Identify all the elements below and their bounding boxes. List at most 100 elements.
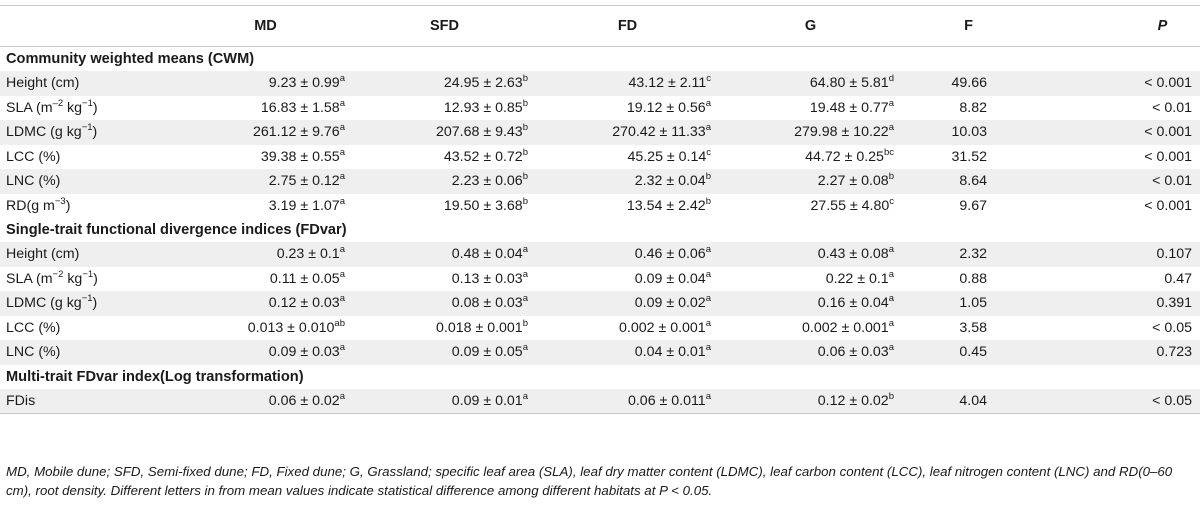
cell-value: 0.12 ± 0.02 (817, 392, 889, 409)
row-label-label-sup2: −1 (82, 97, 93, 109)
cell-p: < 0.01 (1035, 169, 1200, 194)
cell-value: 2.32 (959, 246, 987, 263)
row-label-label-sup: −1 (81, 293, 93, 305)
significance-letter: b (705, 195, 711, 207)
cell-md: 0.11 ± 0.05a (178, 267, 353, 292)
cell-value: 0.04 ± 0.01 (634, 344, 706, 361)
cell-value: 19.48 ± 0.77 (809, 99, 889, 116)
results-table: MD SFD FD G F P Community weighted means… (0, 5, 1200, 414)
row-label-label: SLA (m (6, 270, 53, 287)
row-label: LNC (%) (0, 340, 178, 365)
cell-value: 0.48 ± 0.04 (451, 246, 523, 263)
significance-letter: a (705, 244, 711, 256)
cell-fd: 270.42 ± 11.33a (536, 120, 719, 145)
cell-sfd: 43.52 ± 0.72b (353, 145, 536, 170)
cell-value: < 0.01 (1152, 99, 1192, 116)
cell-value: 0.018 ± 0.001 (436, 319, 523, 336)
cell-f: 31.52 (902, 145, 1035, 170)
cell-sfd: 0.48 ± 0.04a (353, 242, 536, 267)
significance-letter: b (888, 171, 894, 183)
significance-letter: a (705, 268, 711, 280)
cell-f: 10.03 (902, 120, 1035, 145)
cell-value: 0.45 (959, 344, 987, 361)
section-title: Single-trait functional divergence indic… (6, 222, 347, 238)
cell-value: 0.12 ± 0.03 (268, 295, 340, 312)
row-label-label-after: ) (92, 295, 98, 312)
significance-letter: a (888, 317, 894, 329)
section-title: Multi-trait FDvar index(Log transformati… (6, 368, 304, 385)
cell-g: 0.16 ± 0.04a (719, 291, 902, 316)
header-p: P (1157, 18, 1168, 34)
cell-value: 0.11 ± 0.05 (269, 270, 340, 287)
row-label: LDMC (g kg−1) (0, 120, 178, 145)
significance-letter: a (888, 97, 894, 109)
cell-value: 0.06 ± 0.02 (268, 392, 340, 409)
cell-f: 4.04 (902, 389, 1035, 414)
significance-letter: a (522, 293, 528, 305)
significance-letter: b (522, 171, 528, 183)
cell-fd: 0.002 ± 0.001a (536, 316, 719, 341)
cell-value: 0.09 ± 0.01 (451, 392, 523, 409)
significance-letter: a (339, 342, 345, 354)
cell-md: 261.12 ± 9.76a (178, 120, 353, 145)
row-label-label: SLA (m (6, 99, 53, 116)
significance-letter: c (706, 146, 711, 158)
cell-value: 2.32 ± 0.04 (634, 173, 706, 190)
cell-fd: 0.09 ± 0.02a (536, 291, 719, 316)
cell-value: 0.06 ± 0.011 (627, 392, 706, 409)
row-label: SLA (m−2 kg−1) (0, 267, 178, 292)
cell-value: 2.75 ± 0.12 (268, 173, 340, 190)
cell-p: 0.47 (1035, 267, 1200, 292)
row-label-label: LNC (%) (6, 173, 61, 190)
cell-f: 8.64 (902, 169, 1035, 194)
cell-value: 0.107 (1156, 246, 1192, 263)
cell-value: 0.723 (1156, 344, 1192, 361)
significance-letter: a (522, 390, 528, 402)
significance-letter: a (339, 293, 345, 305)
significance-letter: a (705, 97, 711, 109)
section-row: Community weighted means (CWM) (0, 46, 1200, 71)
cell-sfd: 24.95 ± 2.63b (353, 71, 536, 96)
cell-value: < 0.01 (1152, 173, 1192, 190)
significance-letter: a (339, 97, 345, 109)
table-row: Height (cm) 9.23 ± 0.99a 24.95 ± 2.63b 43.1… (0, 71, 1200, 96)
significance-letter: a (522, 268, 528, 280)
cell-value: 49.66 (951, 75, 987, 92)
table-row: SLA (m−2 kg−1) 0.11 ± 0.05a 0.13 ± 0.03a 0.… (0, 267, 1200, 292)
cell-f: 9.67 (902, 194, 1035, 219)
cell-value: 10.03 (951, 124, 987, 141)
cell-value: 0.43 ± 0.08 (817, 246, 889, 263)
significance-letter: a (339, 195, 345, 207)
cell-value: 0.46 ± 0.06 (634, 246, 706, 263)
significance-letter: b (522, 195, 528, 207)
cell-f: 49.66 (902, 71, 1035, 96)
cell-md: 0.09 ± 0.03a (178, 340, 353, 365)
cell-g: 279.98 ± 10.22a (719, 120, 902, 145)
cell-value: < 0.001 (1144, 148, 1192, 165)
cell-f: 2.32 (902, 242, 1035, 267)
header-g: G (804, 18, 817, 34)
cell-f: 3.58 (902, 316, 1035, 341)
cell-value: < 0.001 (1144, 197, 1192, 214)
cell-value: < 0.05 (1152, 392, 1192, 409)
row-label-label: Height (cm) (6, 246, 80, 263)
row-label: LCC (%) (0, 145, 178, 170)
cell-sfd: 0.09 ± 0.01a (353, 389, 536, 414)
significance-letter: a (888, 342, 894, 354)
cell-md: 0.013 ± 0.010ab (178, 316, 353, 341)
row-label: LNC (%) (0, 169, 178, 194)
significance-letter: a (705, 122, 711, 134)
row-label: SLA (m–2 kg−1) (0, 96, 178, 121)
significance-letter: a (522, 342, 528, 354)
table-row: LNC (%) 2.75 ± 0.12a 2.23 ± 0.06b 2.32 ± 0.… (0, 169, 1200, 194)
cell-sfd: 19.50 ± 3.68b (353, 194, 536, 219)
cell-value: 4.04 (959, 392, 987, 409)
cell-g: 44.72 ± 0.25bc (719, 145, 902, 170)
cell-fd: 0.04 ± 0.01a (536, 340, 719, 365)
cell-value: 8.64 (959, 173, 987, 190)
row-label-label-after: ) (92, 124, 98, 141)
cell-p: < 0.01 (1035, 96, 1200, 121)
cell-value: 0.13 ± 0.03 (451, 270, 523, 287)
cell-g: 19.48 ± 0.77a (719, 96, 902, 121)
table-row: LDMC (g kg−1) 261.12 ± 9.76a 207.68 ± 9.43… (0, 120, 1200, 145)
